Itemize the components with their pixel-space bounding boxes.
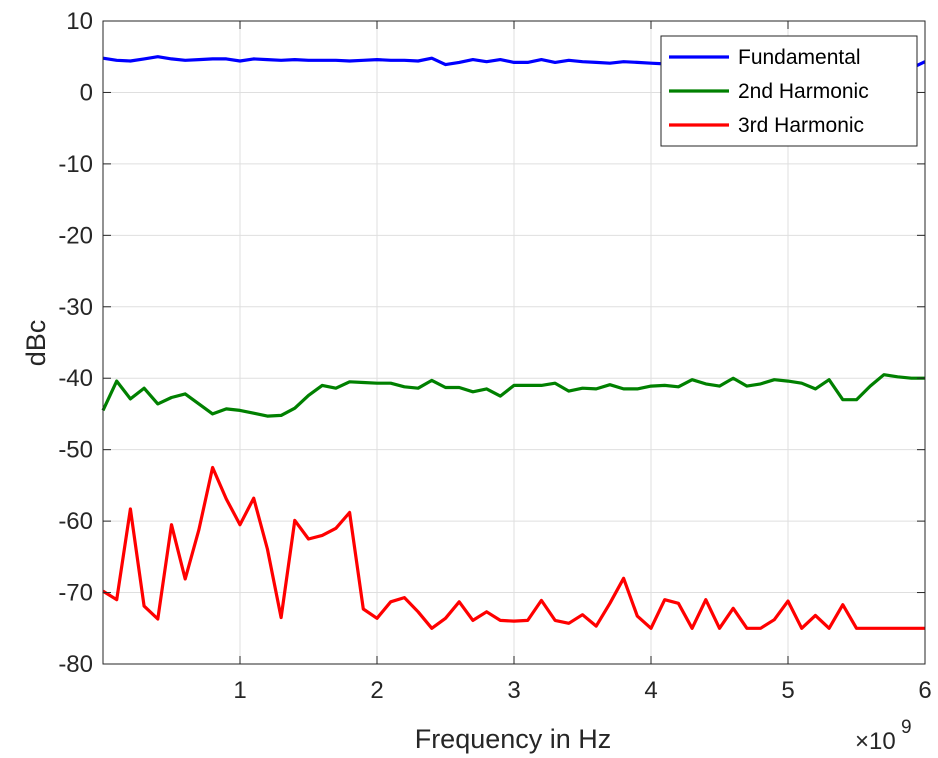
series-line-2nd-harmonic	[101, 373, 925, 418]
x-axis-exponent: ×10 9	[855, 717, 912, 755]
y-tick-label: -40	[58, 365, 93, 392]
x-tick-label: 5	[781, 677, 794, 704]
y-tick-label: -70	[58, 580, 93, 607]
grid-lines	[103, 21, 925, 664]
x-tick-label: 2	[370, 677, 383, 704]
tick-marks	[103, 20, 926, 665]
legend-label-3rd-harmonic: 3rd Harmonic	[738, 114, 864, 137]
y-tick-label: -20	[58, 222, 93, 249]
y-tick-label: 0	[80, 79, 93, 106]
y-tick-label: -10	[58, 151, 93, 178]
y-tick-label: -30	[58, 294, 93, 321]
legend-label-2nd-harmonic: 2nd Harmonic	[738, 80, 869, 103]
series-line-3rd-harmonic	[102, 465, 925, 630]
y-tick-label: -80	[58, 651, 93, 678]
x-tick-label: 6	[918, 677, 931, 704]
y-tick-label: -60	[58, 508, 93, 535]
x-axis-label: Frequency in Hz	[415, 724, 612, 754]
x-tick-labels: 1 2 3 4 5 6	[233, 677, 931, 704]
x-axis-exponent-power: 9	[901, 717, 912, 738]
y-tick-label: 10	[66, 8, 93, 35]
y-tick-labels: 10 0 -10 -20 -30 -40 -50 -60 -70 -80	[58, 8, 93, 678]
x-tick-label: 4	[644, 677, 657, 704]
legend: Fundamental 2nd Harmonic 3rd Harmonic	[660, 35, 918, 147]
x-tick-label: 3	[507, 677, 520, 704]
x-axis-exponent-base: ×10	[855, 728, 896, 755]
y-tick-label: -50	[58, 437, 93, 464]
y-axis-label: dBc	[21, 320, 51, 367]
legend-label-fundamental: Fundamental	[738, 46, 861, 69]
x-tick-label: 1	[233, 677, 246, 704]
